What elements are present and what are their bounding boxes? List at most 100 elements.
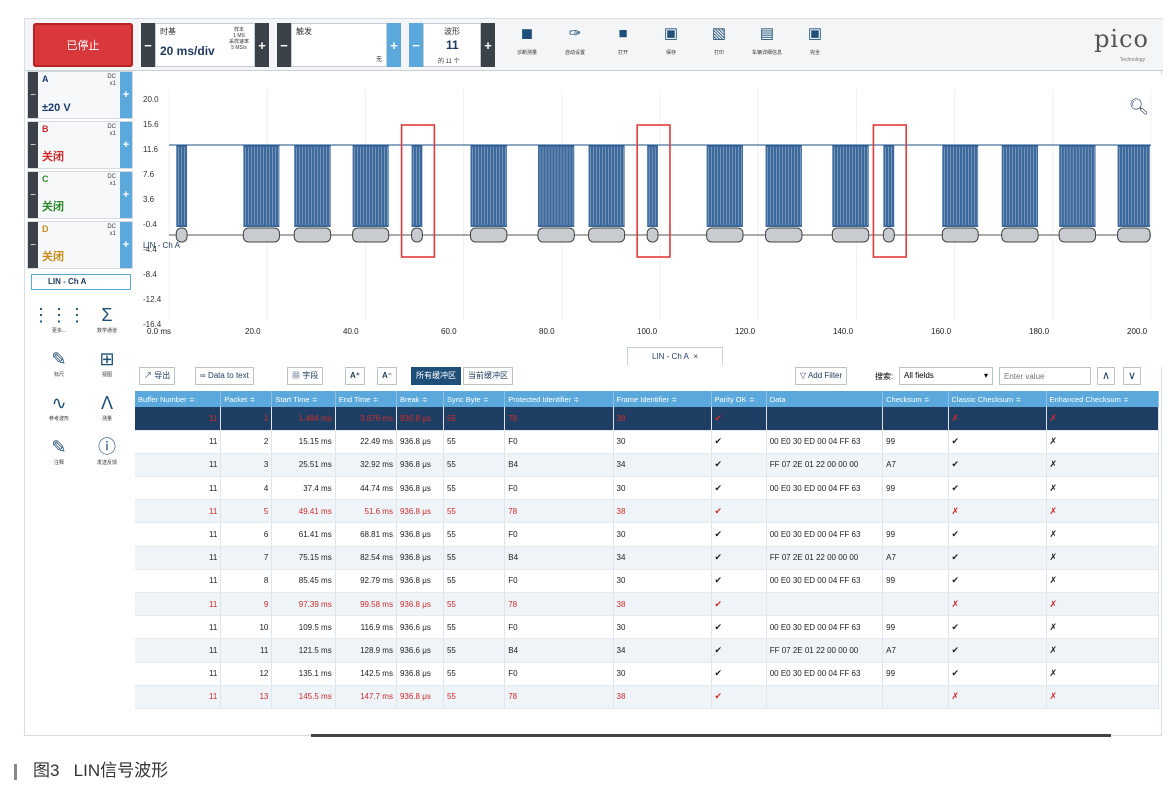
data-to-text-button[interactable]: ∞ Data to text — [195, 367, 254, 385]
waveform-increase-button[interactable]: + — [481, 23, 495, 67]
column-header[interactable]: Parity OK ≑ — [711, 391, 767, 407]
table-row[interactable]: 11 10 109.5 ms 116.9 ms 936.6 μs 55 F0 30 ✔ 00 E0… — [135, 615, 1160, 640]
font-decrease-button[interactable]: A⁻ — [377, 367, 398, 385]
more-button[interactable]: ⋮⋮⋮ 更多... — [32, 305, 86, 334]
channel-d-decrease[interactable]: − — [28, 222, 38, 268]
channel-c-increase[interactable]: + — [120, 172, 132, 218]
table-cell-pid: F0 — [504, 430, 614, 454]
table-cell-sync: 55 — [443, 499, 506, 524]
timebase-control[interactable]: 时基 20 ms/div 样本 1 MS 采样速率 5 MS/s — [155, 23, 255, 67]
column-header[interactable]: Frame Identifier ≑ — [613, 391, 712, 407]
channel-b-increase[interactable]: + — [120, 122, 132, 168]
signal-burst — [942, 145, 979, 227]
search-next-button[interactable]: ∨ — [1123, 367, 1142, 385]
column-header[interactable]: Break ≑ — [396, 391, 444, 407]
column-header[interactable]: Packet ≑ — [220, 391, 273, 407]
channel-a-increase[interactable]: + — [120, 72, 132, 118]
decoded-packet-marker — [537, 227, 575, 243]
column-header[interactable]: Protected Identifier ≑ — [504, 391, 614, 407]
waveform-plot[interactable] — [135, 75, 1163, 325]
timebase-decrease-button[interactable]: − — [141, 23, 155, 67]
grid-icon: ⊞ — [99, 349, 115, 369]
add-filter-button[interactable]: ▽ Add Filter — [795, 367, 848, 385]
column-header[interactable]: Checksum ≑ — [882, 391, 949, 407]
table-row[interactable]: 11 7 75.15 ms 82.54 ms 936.8 μs 55 B4 34 ✔ FF 07 … — [135, 546, 1160, 570]
table-row[interactable]: 11 12 135.1 ms 142.5 ms 936.8 μs 55 F0 30 ✔ 00 E0… — [135, 662, 1160, 686]
math-channels-button[interactable]: Σ 数学通道 — [96, 305, 117, 334]
vehicle-details-button[interactable]: ▤ 车辆详细信息 — [751, 25, 782, 56]
table-cell-enhanced: ✗ — [1046, 569, 1160, 594]
trigger-decrease-button[interactable]: − — [277, 23, 291, 67]
column-header[interactable]: Enhanced Checksum ≑ — [1046, 391, 1160, 407]
views-button[interactable]: ⊞ 视图 — [99, 349, 115, 378]
print-button[interactable]: ▧ 打印 — [711, 25, 727, 56]
channel-a-decrease[interactable]: − — [28, 72, 38, 118]
search-field-select[interactable]: All fields ▾ — [899, 367, 993, 385]
channel-a-name: A — [42, 74, 49, 84]
stop-button[interactable]: 已停止 — [33, 23, 133, 67]
table-cell-end: 82.54 ms — [335, 546, 397, 570]
table-cell-end: 92.79 ms — [335, 569, 397, 594]
column-header[interactable]: Start Time ≑ — [271, 391, 336, 407]
table-row[interactable]: 11 5 49.41 ms 51.6 ms 936.8 μs 55 78 38 ✔ ✗ ✗ — [135, 499, 1160, 524]
brand-subtitle: Technology — [1119, 57, 1145, 63]
column-header[interactable]: Sync Byte ≑ — [443, 391, 506, 407]
table-row[interactable]: 11 13 145.5 ms 147.7 ms 936.8 μs 55 78 38 ✔ ✗ ✗ — [135, 685, 1160, 709]
waveform-icon: ∿ — [51, 393, 67, 413]
table-row[interactable]: 11 4 37.4 ms 44.74 ms 936.8 μs 55 F0 30 ✔ 00 E0 3… — [135, 476, 1160, 501]
column-header[interactable]: Classic Checksum ≑ — [948, 391, 1047, 407]
notes-button[interactable]: ✎ 注释 — [51, 437, 67, 466]
vehicle-diagnostics-button[interactable]: ◼ 诊断测量 — [516, 25, 537, 56]
table-row[interactable]: 11 1 1.484 ms 3.676 ms 936.8 μs 55 78 38 ✔ ✗ ✗ — [135, 407, 1160, 431]
table-cell-pkt: 12 — [220, 662, 273, 686]
fullscreen-button[interactable]: ▣ 完全 — [807, 25, 823, 56]
feedback-button[interactable]: ⓘ 发送反馈 — [96, 437, 117, 466]
column-header[interactable]: End Time ≑ — [335, 391, 397, 407]
channel-d-panel[interactable]: − D DC x1 关闭 + — [27, 221, 133, 269]
channel-c-panel[interactable]: − C DC x1 关闭 + — [27, 171, 133, 219]
channel-b-decrease[interactable]: − — [28, 122, 38, 168]
table-cell-end: 68.81 ms — [335, 522, 397, 547]
fields-button[interactable]: ▦ 字段 — [287, 367, 324, 385]
channel-d-increase[interactable]: + — [120, 222, 132, 268]
timebase-increase-button[interactable]: + — [255, 23, 269, 67]
channel-c-decrease[interactable]: − — [28, 172, 38, 218]
table-cell-parity: ✔ — [711, 569, 767, 594]
table-row[interactable]: 11 9 97.39 ms 99.58 ms 936.8 μs 55 78 38 ✔ ✗ ✗ — [135, 592, 1160, 617]
reference-waveform-button[interactable]: ∿ 参考波形 — [48, 393, 69, 422]
open-button[interactable]: ■ 打开 — [599, 25, 647, 65]
auto-setup-button[interactable]: ✑ 自动设置 — [564, 25, 585, 56]
waveform-control[interactable]: 波形 11 的 11 个 — [423, 23, 481, 67]
table-cell-brk: 936.8 μs — [396, 685, 444, 709]
horizontal-scrollbar[interactable] — [311, 734, 1111, 737]
ruler-button[interactable]: ✎ 标尺 — [51, 349, 67, 378]
decoder-tab-lin[interactable]: LIN - Ch A — [31, 274, 131, 290]
column-header[interactable]: Buffer Number ≑ — [135, 391, 222, 407]
table-row[interactable]: 11 6 61.41 ms 68.81 ms 936.8 μs 55 F0 30 ✔ 00 E0 … — [135, 522, 1160, 547]
table-cell-brk: 936.6 μs — [396, 638, 444, 663]
font-increase-button[interactable]: A⁺ — [345, 367, 366, 385]
zoom-icon[interactable]: 🔍︎ — [1128, 99, 1149, 116]
scope-tab[interactable]: LIN - Ch A × — [627, 347, 723, 365]
channel-a-panel[interactable]: − A DC x1 ±20 V + — [27, 71, 133, 119]
measurements-button[interactable]: Λ 测量 — [100, 393, 114, 422]
table-cell-sync: 55 — [443, 569, 506, 594]
search-input[interactable] — [999, 367, 1091, 385]
export-button[interactable]: ↗ 导出 — [139, 367, 176, 385]
table-row[interactable]: 11 11 121.5 ms 128.9 ms 936.6 μs 55 B4 34 ✔ FF 07… — [135, 638, 1160, 663]
search-previous-button[interactable]: ∧ — [1097, 367, 1116, 385]
waveform-decrease-button[interactable]: − — [409, 23, 423, 67]
channel-b-panel[interactable]: − B DC x1 关闭 + — [27, 121, 133, 169]
close-icon[interactable]: × — [693, 352, 699, 361]
trigger-control[interactable]: 触发 无 — [291, 23, 387, 67]
trigger-increase-button[interactable]: + — [387, 23, 401, 67]
all-buffers-button[interactable]: 所有缓冲区 — [411, 367, 461, 385]
column-header[interactable]: Data — [766, 391, 884, 407]
save-button[interactable]: ▣ 保存 — [663, 25, 679, 56]
current-buffer-button[interactable]: 当前缓冲区 — [463, 367, 513, 385]
table-cell-parity: ✔ — [711, 685, 767, 709]
table-row[interactable]: 11 3 25.51 ms 32.92 ms 936.8 μs 55 B4 34 ✔ FF 07 … — [135, 453, 1160, 478]
table-row[interactable]: 11 2 15.15 ms 22.49 ms 936.8 μs 55 F0 30 ✔ 00 E0 … — [135, 430, 1160, 454]
scope-view[interactable]: 20.0 15.6 11.6 7.6 3.6 -0.4 -4.4 -8.4 -12.4 -16.4… — [135, 75, 1163, 367]
table-row[interactable]: 11 8 85.45 ms 92.79 ms 936.8 μs 55 F0 30 ✔ 00 E0 … — [135, 569, 1160, 594]
